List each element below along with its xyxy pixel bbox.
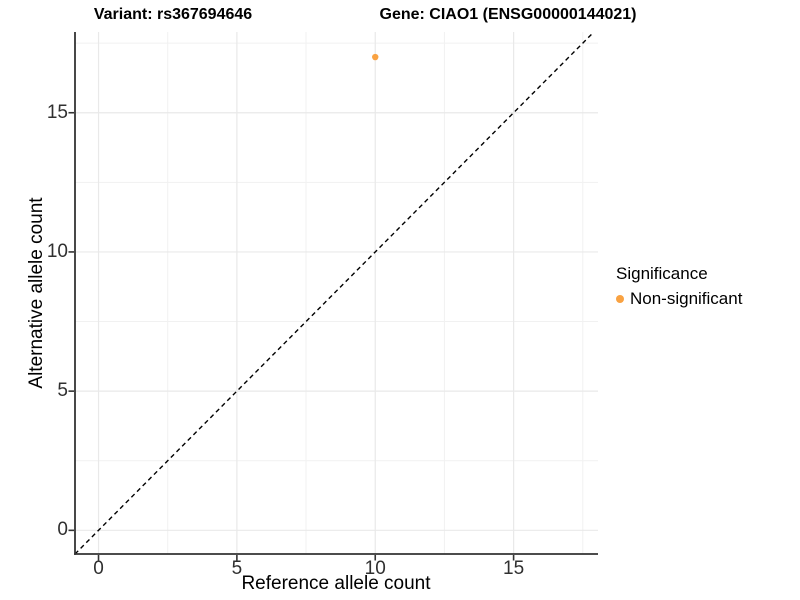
identity-dashed-line bbox=[74, 31, 595, 555]
y-tick-label: 0 bbox=[57, 519, 68, 541]
data-point bbox=[372, 53, 379, 61]
legend: Significance Non-significant bbox=[616, 264, 742, 309]
x-tick-label: 15 bbox=[503, 558, 525, 579]
gene-title: Gene: CIAO1 (ENSG00000144021) bbox=[379, 6, 637, 23]
x-tick-label: 10 bbox=[364, 558, 386, 579]
legend-point-icon bbox=[616, 295, 624, 303]
variant-title: Variant: rs367694646 bbox=[93, 6, 253, 23]
legend-item-label: Non-significant bbox=[630, 289, 743, 308]
legend-title: Significance bbox=[616, 264, 708, 283]
y-tick-label: 10 bbox=[46, 240, 68, 262]
x-axis-title: Reference allele count bbox=[241, 573, 431, 594]
y-axis-title: Alternative allele count bbox=[26, 197, 47, 389]
legend-item: Non-significant bbox=[616, 289, 742, 309]
y-tick-label: 5 bbox=[57, 380, 68, 402]
y-tick-label: 15 bbox=[46, 101, 68, 123]
x-tick-label: 0 bbox=[93, 558, 104, 579]
x-tick-label: 5 bbox=[231, 558, 243, 579]
